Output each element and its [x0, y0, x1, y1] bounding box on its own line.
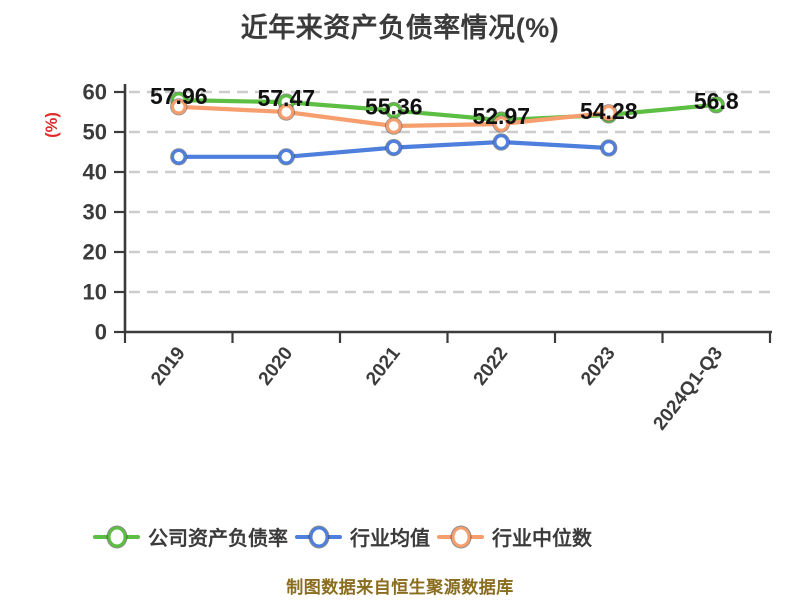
legend-marker-orange	[437, 525, 484, 549]
x-tick-label: 2023	[577, 343, 620, 389]
legend-label-industry-mean: 行业均值	[350, 528, 430, 550]
legend-item-industry-median[interactable]: 行业中位数	[437, 522, 592, 551]
data-point-公司资产负债率[interactable]	[708, 96, 725, 113]
data-point-行业均值[interactable]	[600, 140, 617, 156]
y-tick-label: 0	[95, 320, 107, 345]
legend-label-industry-median: 行业中位数	[492, 528, 592, 550]
data-point-行业均值[interactable]	[170, 148, 187, 165]
legend: 公司资产负债率 行业均值 行业中位数	[0, 522, 800, 554]
x-tick-label: 2020	[255, 343, 298, 389]
legend-label-company-ratio: 公司资产负债率	[148, 528, 288, 550]
legend-marker-green	[93, 525, 140, 549]
y-tick-label: 60	[83, 80, 107, 105]
data-label: 52.97	[472, 103, 530, 129]
data-label: 55.36	[365, 94, 423, 120]
data-point-行业中位数[interactable]	[170, 98, 187, 115]
data-label: 57.47	[257, 85, 315, 111]
data-label: 57.96	[150, 83, 208, 109]
y-tick-label: 50	[83, 120, 107, 145]
data-source-caption: 制图数据来自恒生聚源数据库	[286, 578, 514, 597]
x-tick-label: 2019	[147, 343, 190, 389]
data-point-行业均值[interactable]	[385, 139, 402, 156]
y-tick-label: 10	[83, 280, 107, 305]
data-label: 54.28	[580, 98, 638, 124]
data-point-行业均值[interactable]	[493, 134, 510, 150]
x-tick-label: 2024Q1-Q3	[650, 343, 728, 434]
y-axis-unit-label: (%)	[43, 112, 61, 138]
y-tick-label: 40	[83, 160, 107, 185]
y-tick-label: 30	[83, 200, 107, 225]
legend-item-company-ratio[interactable]: 公司资产负债率	[93, 522, 288, 551]
data-point-公司资产负债率[interactable]	[385, 102, 402, 119]
x-tick-label: 2021	[362, 343, 405, 390]
data-point-行业均值[interactable]	[278, 148, 295, 165]
data-point-行业中位数[interactable]	[600, 104, 617, 121]
data-point-行业中位数[interactable]	[278, 104, 295, 120]
series-line-公司资产负债率	[176, 98, 719, 123]
y-tick-label: 20	[83, 240, 107, 265]
data-point-行业中位数[interactable]	[493, 116, 510, 132]
legend-marker-blue	[295, 525, 342, 549]
legend-item-industry-mean[interactable]: 行业均值	[295, 522, 430, 551]
chart-canvas: 0 10 20 30 40 50 60 (%) 2019 2020 2021 2022 2023 2024…	[43, 80, 772, 434]
chart-title: 近年来资产负债率情况(%)	[240, 13, 560, 43]
x-tick-label: 2022	[470, 343, 513, 389]
data-label: 56.8	[694, 88, 739, 114]
data-point-行业中位数[interactable]	[385, 118, 402, 134]
